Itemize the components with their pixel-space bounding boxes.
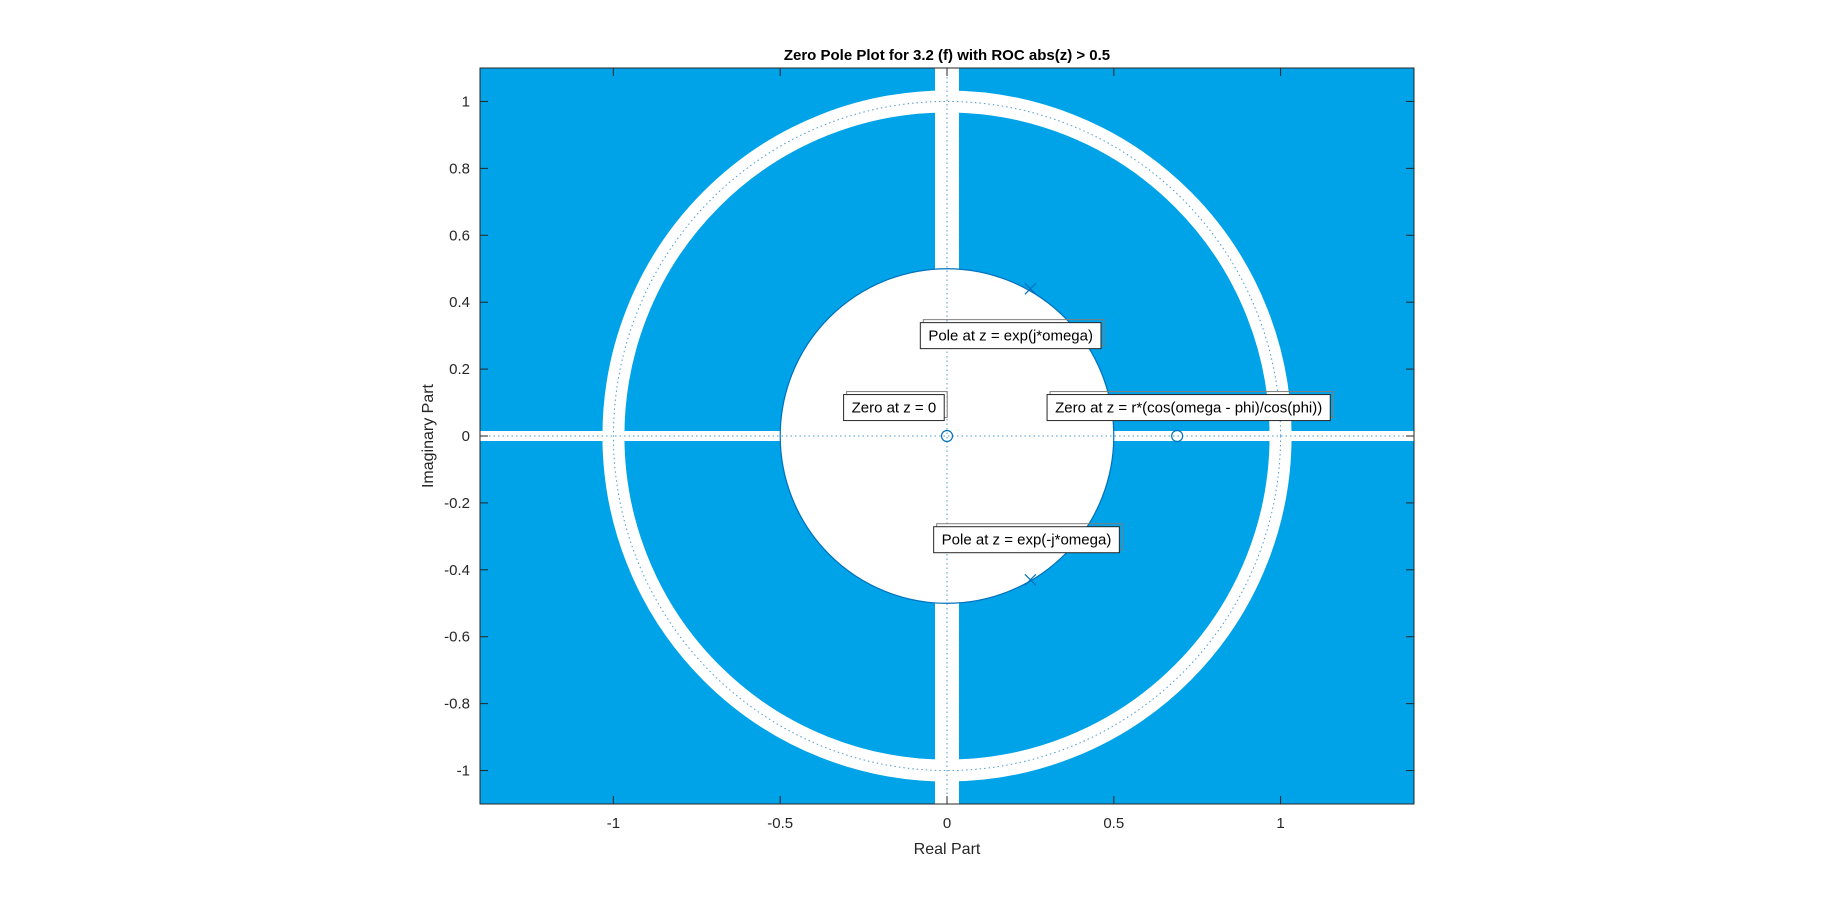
y-tick-label: 0	[462, 428, 470, 445]
x-tick-label: 1	[1276, 815, 1284, 832]
pole-marker	[1024, 573, 1037, 586]
y-tick-label: 0.6	[449, 227, 470, 244]
pole-stroke	[1024, 573, 1037, 586]
x-tick-label: -0.5	[767, 815, 793, 832]
pole-marker	[1024, 282, 1037, 295]
pole-stroke	[1024, 282, 1037, 295]
y-tick-label: -0.2	[444, 495, 470, 512]
zero-marker	[1171, 429, 1184, 443]
annotation: Zero at z = r*(cos(omega - phi)/cos(phi)…	[1046, 391, 1334, 422]
annotations: Pole at z = exp(j*omega) Zero at z = 0 Zer…	[843, 319, 1334, 554]
annotation-text: Zero at z = r*(cos(omega - phi)/cos(phi)…	[1055, 400, 1322, 417]
annotation-text: Pole at z = exp(j*omega)	[928, 328, 1093, 345]
x-tick-label: 0.5	[1103, 815, 1124, 832]
real-axis-band	[480, 431, 1414, 441]
y-tick-label: -1	[457, 763, 470, 780]
annotation: Zero at z = 0	[843, 391, 948, 422]
y-tick-label: -0.4	[444, 562, 470, 579]
annotation-box	[1046, 394, 1331, 422]
annotation-text: Pole at z = exp(-j*omega)	[942, 532, 1112, 549]
roc-region	[480, 68, 1414, 804]
roc-boundary-circle	[779, 268, 1115, 604]
x-tick-label: 0	[943, 815, 951, 832]
annotation-text: Zero at z = 0	[852, 400, 937, 417]
annotation: Pole at z = exp(j*omega)	[919, 319, 1105, 350]
y-tick-label: 0.8	[449, 160, 470, 177]
unit-circle	[612, 100, 1282, 772]
chart-title: Zero Pole Plot for 3.2 (f) with ROC abs(…	[784, 47, 1110, 64]
x-tick-label: -1	[607, 815, 620, 832]
y-tick-label: 1	[462, 93, 470, 110]
annotation-box	[843, 394, 945, 422]
x-axis-label: Real Part	[914, 841, 981, 858]
y-tick-label: -0.8	[444, 696, 470, 713]
y-axis: 1 0.8 0.6 0.4 0.2 0 -0.2 -0.4 -0.6 -0.8 -1	[444, 93, 1414, 780]
annotation-box	[933, 526, 1120, 554]
annotation: Pole at z = exp(-j*omega)	[933, 523, 1123, 554]
y-tick-label: 0.2	[449, 361, 470, 378]
x-axis: -1 -0.5 0 0.5 1	[607, 68, 1285, 832]
annotation-box	[919, 322, 1102, 350]
y-axis-label: Imaginary Part	[420, 383, 437, 488]
y-tick-label: 0.4	[449, 294, 470, 311]
zero-marker	[940, 429, 954, 443]
y-tick-label: -0.6	[444, 629, 470, 646]
